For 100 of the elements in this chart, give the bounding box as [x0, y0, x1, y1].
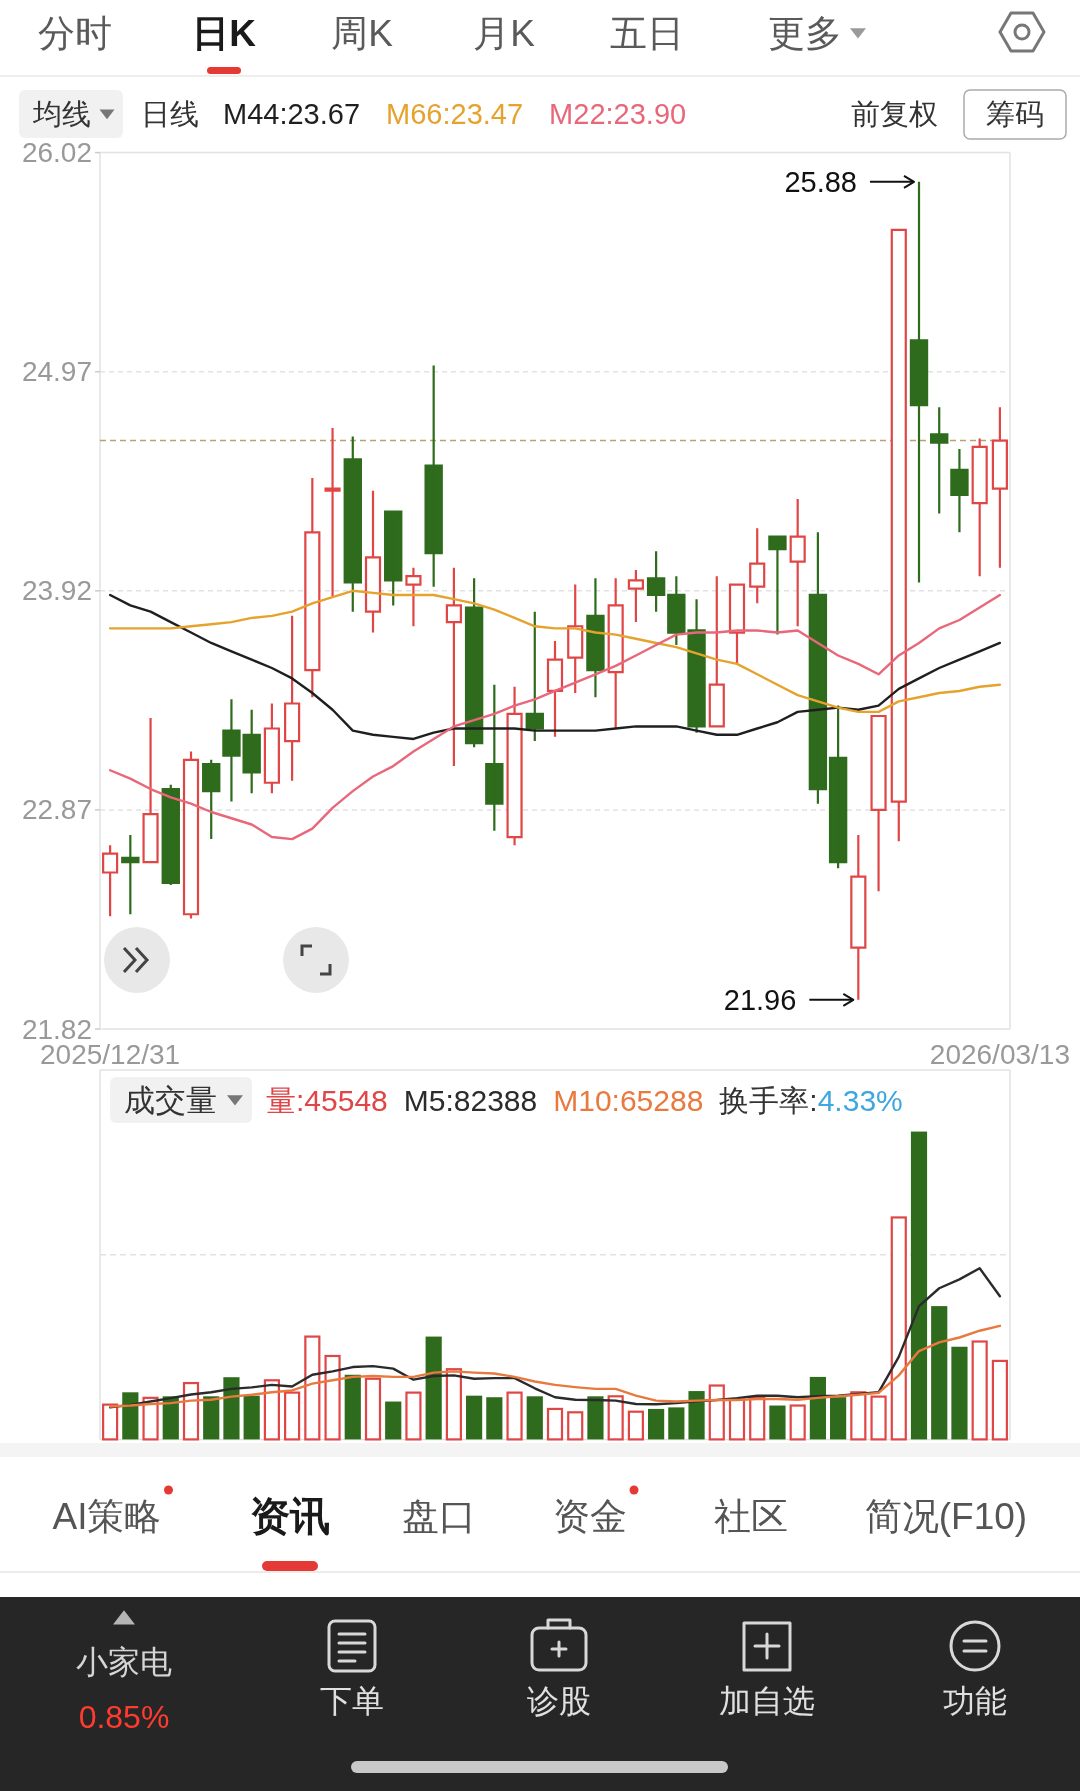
candlestick [485, 683, 504, 832]
bar [627, 1410, 644, 1441]
bar [546, 1407, 564, 1441]
bar [850, 1391, 867, 1441]
bar [102, 1403, 119, 1441]
candlestick [284, 614, 301, 782]
bar [870, 1395, 887, 1441]
candlestick [971, 437, 988, 578]
text: 日K [192, 12, 257, 54]
bar [708, 1384, 725, 1441]
candlestick [646, 550, 666, 613]
text: 均线 [32, 98, 91, 130]
text: M44:23.67 [223, 98, 361, 130]
candlestick [445, 566, 462, 768]
candlestick [930, 406, 949, 515]
text: AI策略 [52, 1495, 162, 1537]
candlestick [728, 583, 746, 665]
bar [587, 1396, 604, 1440]
text: 量:45548 [266, 1083, 388, 1117]
candlestick [343, 435, 362, 613]
candlestick [324, 426, 341, 599]
candlestick [607, 577, 624, 730]
text: 月K [473, 12, 536, 54]
candlestick [364, 489, 382, 634]
bar [668, 1407, 685, 1440]
candlestick [506, 685, 523, 847]
candlestick [909, 180, 929, 584]
bar [385, 1401, 402, 1440]
bar [830, 1397, 847, 1440]
bar [506, 1391, 523, 1441]
candlestick [384, 510, 403, 607]
candlestick [708, 575, 725, 728]
bar [749, 1396, 766, 1441]
line-series [108, 593, 1002, 741]
bar [567, 1411, 584, 1441]
y-tick-label: 26.02 [21, 137, 92, 169]
bar [223, 1377, 240, 1440]
candlestick [182, 750, 200, 920]
text: 成交量 [124, 1082, 217, 1118]
bar [425, 1336, 442, 1440]
bar [466, 1395, 483, 1440]
bar [991, 1359, 1008, 1441]
candlestick [102, 844, 119, 918]
annotation: 25.88 [784, 165, 857, 198]
bar [648, 1408, 665, 1440]
candlestick [950, 447, 969, 534]
text: 分时 [38, 12, 112, 54]
candlestick [546, 639, 564, 738]
candlestick [464, 577, 484, 749]
text: 小家电 [76, 1644, 172, 1680]
text: 0.85% [78, 1699, 170, 1735]
candlestick [768, 535, 787, 636]
annotation: 21.96 [723, 983, 797, 1016]
text: 下单 [320, 1683, 384, 1719]
bar [890, 1216, 907, 1441]
bar [445, 1368, 462, 1441]
bar [931, 1306, 948, 1440]
candlestick [586, 577, 605, 699]
text: 日线 [141, 98, 199, 130]
bar [344, 1374, 361, 1440]
bar [607, 1395, 624, 1441]
candlestick [142, 716, 159, 864]
bar [203, 1396, 220, 1440]
bar [526, 1396, 543, 1440]
candlestick [424, 364, 443, 588]
bar [182, 1381, 200, 1441]
candlestick [304, 477, 321, 699]
text: M5:82388 [403, 1083, 538, 1117]
bar [789, 1404, 806, 1441]
y-tick-label: 24.97 [21, 356, 92, 388]
bar [284, 1391, 301, 1441]
bar [971, 1340, 988, 1441]
text: M10:65288 [553, 1083, 704, 1117]
text: 盘口 [402, 1495, 476, 1537]
bar [486, 1397, 503, 1440]
bar [122, 1392, 139, 1440]
bar [910, 1131, 928, 1440]
candlestick [870, 714, 887, 893]
text: 更多 [768, 12, 842, 54]
line-series [108, 589, 1002, 714]
bar [688, 1391, 705, 1440]
bar [243, 1395, 260, 1440]
bar [951, 1346, 968, 1440]
candlestick [991, 406, 1008, 569]
candlestick [850, 833, 867, 1001]
bar [405, 1391, 422, 1441]
candlestick [161, 783, 180, 887]
bar [263, 1379, 280, 1441]
candlestick [890, 228, 907, 843]
text: M66:23.47 [386, 98, 524, 130]
candlestick [789, 497, 806, 628]
text: 简况(F10) [864, 1495, 1028, 1537]
text: 五日 [610, 12, 684, 54]
text: 功能 [943, 1683, 1007, 1719]
x-tick-label: 2026/03/13 [929, 1038, 1070, 1070]
text: 换手率:4.33% [719, 1083, 903, 1117]
candlestick [567, 583, 584, 695]
line-series [108, 593, 1002, 841]
candlestick [263, 702, 280, 795]
text: 诊股 [527, 1683, 591, 1719]
